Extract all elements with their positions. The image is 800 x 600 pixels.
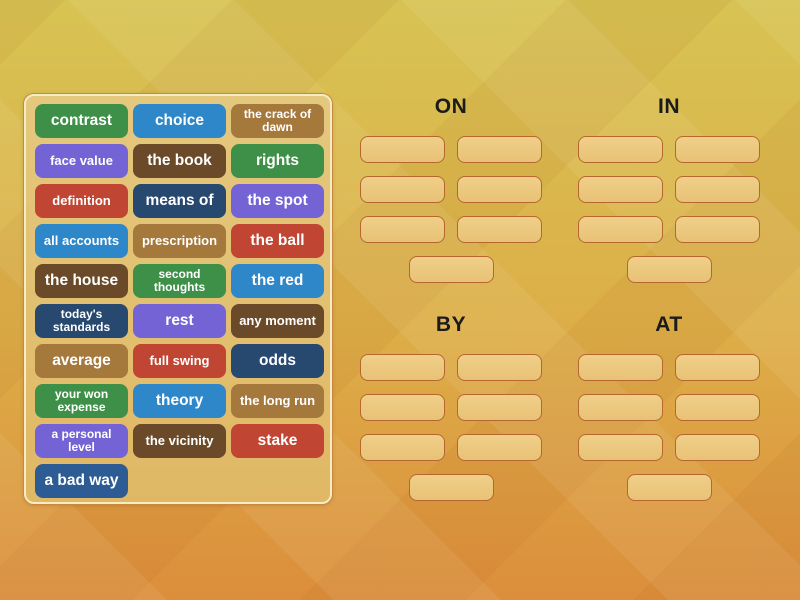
word-tile-label: the vicinity (145, 433, 214, 449)
word-tile[interactable]: odds (231, 344, 324, 378)
word-tile[interactable]: all accounts (35, 224, 128, 258)
drop-slot[interactable] (626, 474, 712, 501)
word-tile-label: definition (52, 193, 111, 209)
word-tile[interactable]: second thoughts (133, 264, 226, 298)
drop-slot[interactable] (675, 176, 760, 203)
category-label: ON (434, 95, 468, 118)
drop-slot[interactable] (408, 256, 494, 283)
word-tile-label: full swing (149, 353, 210, 369)
word-tile[interactable]: full swing (133, 344, 226, 378)
word-tile-label: the long run (239, 393, 316, 409)
word-tile-label: rights (255, 151, 300, 169)
drop-slot[interactable] (675, 136, 760, 163)
word-tile[interactable]: your won expense (35, 384, 128, 418)
word-tile-grid: contrast choice the crack of dawn face v… (26, 96, 330, 506)
drop-slot[interactable] (457, 394, 542, 421)
word-tile[interactable]: a personal level (35, 424, 128, 458)
word-tile-label: average (52, 351, 111, 369)
word-tile[interactable]: the vicinity (133, 424, 226, 458)
category-group-in: IN (578, 95, 760, 283)
category-group-by: BY (360, 313, 542, 501)
drop-slot[interactable] (675, 216, 760, 243)
word-tile-label: rest (165, 311, 194, 329)
word-tile[interactable]: the house (35, 264, 128, 298)
drop-slot[interactable] (360, 354, 445, 381)
category-label: IN (658, 95, 680, 118)
word-tile-label: the ball (250, 231, 305, 249)
slot-grid (578, 354, 760, 461)
word-tile[interactable]: prescription (133, 224, 226, 258)
word-tile[interactable]: contrast (35, 104, 128, 138)
drop-slot[interactable] (578, 354, 663, 381)
word-tile[interactable]: the red (231, 264, 324, 298)
drop-slot[interactable] (360, 216, 445, 243)
word-tile[interactable]: a bad way (35, 464, 128, 498)
word-tile-label: the house (44, 271, 119, 289)
word-tile-label: a bad way (44, 471, 119, 489)
drop-slot[interactable] (457, 176, 542, 203)
drop-slot[interactable] (360, 136, 445, 163)
word-tile-label: choice (154, 111, 205, 129)
drop-slot[interactable] (675, 354, 760, 381)
slot-grid (360, 136, 542, 243)
word-tile-label: odds (258, 351, 297, 369)
word-tile-label: all accounts (43, 233, 120, 249)
word-tile[interactable]: the book (133, 144, 226, 178)
word-tile[interactable]: definition (35, 184, 128, 218)
word-tile-label: stake (257, 431, 298, 449)
word-tile-label: means of (145, 191, 214, 209)
word-tile-label: today's standards (52, 307, 111, 334)
drop-slot[interactable] (578, 394, 663, 421)
word-tile-label: theory (155, 391, 204, 409)
drop-slot[interactable] (408, 474, 494, 501)
drop-slot[interactable] (578, 216, 663, 243)
slot-grid (578, 136, 760, 243)
slot-grid (360, 354, 542, 461)
word-tile[interactable]: stake (231, 424, 324, 458)
drop-slot[interactable] (360, 434, 445, 461)
drop-slot[interactable] (675, 394, 760, 421)
category-label: BY (435, 313, 467, 336)
word-bank-panel: contrast choice the crack of dawn face v… (24, 94, 332, 504)
drop-slot[interactable] (457, 354, 542, 381)
word-tile-label: the spot (247, 191, 308, 209)
word-tile[interactable]: face value (35, 144, 128, 178)
word-tile-label: contrast (50, 111, 113, 129)
word-tile[interactable]: the spot (231, 184, 324, 218)
word-tile[interactable]: rest (133, 304, 226, 338)
word-tile[interactable]: the long run (231, 384, 324, 418)
category-group-on: ON (360, 95, 542, 283)
category-group-at: AT (578, 313, 760, 501)
word-tile-label: the book (147, 151, 212, 169)
word-tile-label: any moment (239, 313, 316, 329)
word-tile[interactable]: any moment (231, 304, 324, 338)
drop-slot[interactable] (626, 256, 712, 283)
word-tile-label: the red (251, 271, 304, 289)
word-tile[interactable]: today's standards (35, 304, 128, 338)
drop-slot[interactable] (360, 394, 445, 421)
drop-slot[interactable] (457, 216, 542, 243)
word-tile-label: face value (50, 153, 113, 169)
drop-slot[interactable] (675, 434, 760, 461)
word-tile[interactable]: average (35, 344, 128, 378)
word-tile[interactable]: theory (133, 384, 226, 418)
word-tile[interactable]: the ball (231, 224, 324, 258)
word-tile[interactable]: means of (133, 184, 226, 218)
word-tile[interactable]: choice (133, 104, 226, 138)
drop-slot[interactable] (457, 136, 542, 163)
word-tile-label: prescription (141, 233, 218, 249)
word-tile-label: the crack of dawn (243, 107, 312, 134)
drop-slot[interactable] (578, 176, 663, 203)
drop-slot[interactable] (578, 136, 663, 163)
drop-slot[interactable] (578, 434, 663, 461)
word-tile[interactable]: the crack of dawn (231, 104, 324, 138)
word-tile-label: second thoughts (153, 267, 206, 294)
word-tile[interactable]: rights (231, 144, 324, 178)
word-tile-label: your won expense (54, 387, 109, 414)
drop-slot[interactable] (457, 434, 542, 461)
category-label: AT (655, 313, 683, 336)
word-tile-label: a personal level (51, 427, 112, 454)
drop-slot[interactable] (360, 176, 445, 203)
